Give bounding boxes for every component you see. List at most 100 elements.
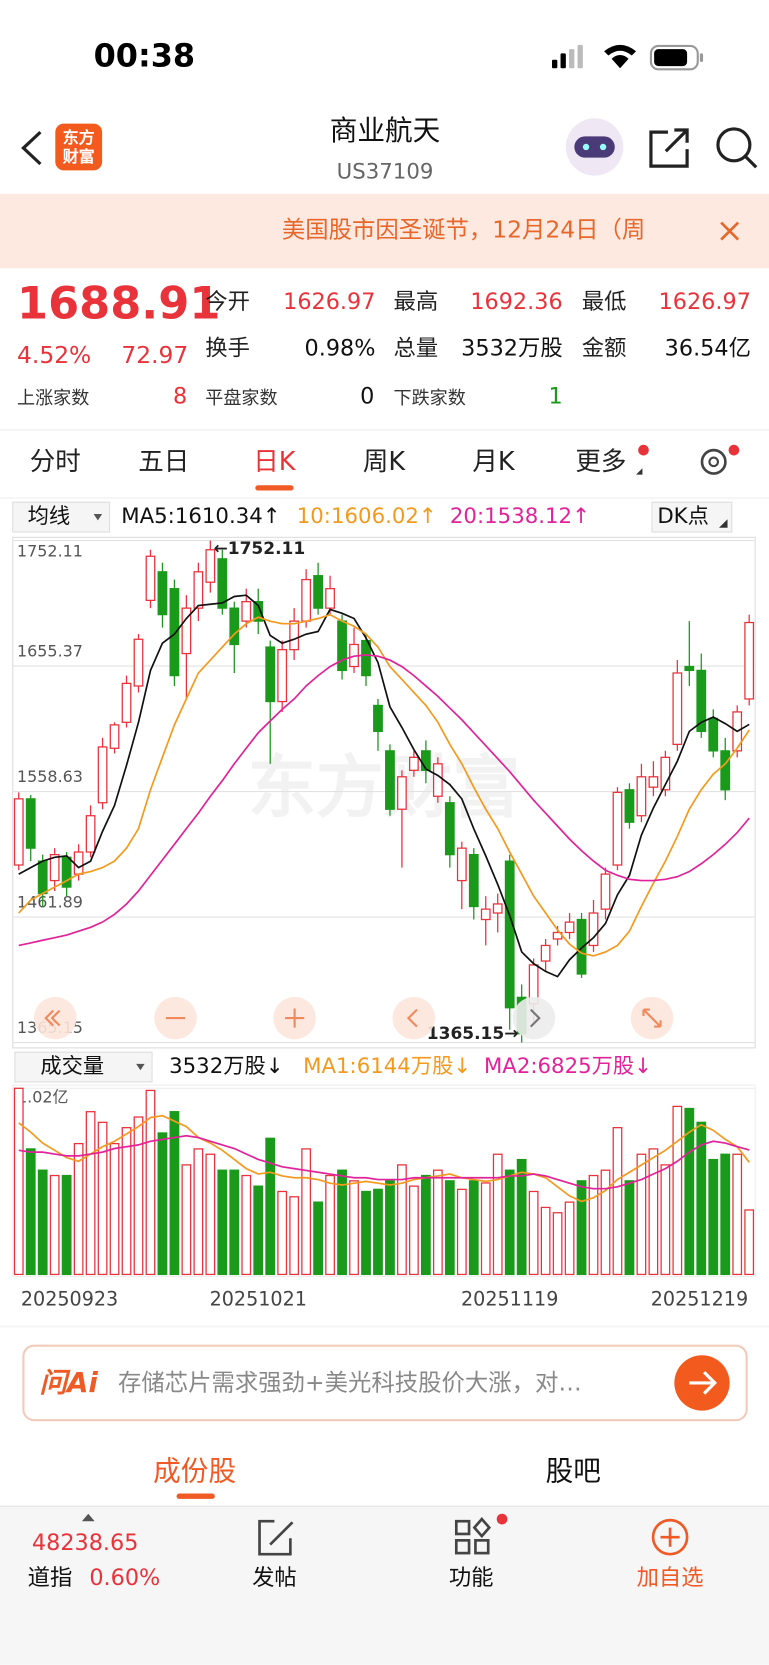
field-value: 1692.36: [470, 289, 562, 315]
legend-entry: MA2:6825万股↓: [484, 1054, 652, 1079]
candle-body: [157, 571, 168, 616]
ai-bar[interactable]: [22, 1344, 748, 1422]
volume-bar: [552, 1212, 563, 1276]
candle-body: [480, 908, 491, 921]
bottom-item[interactable]: 功能: [449, 1565, 494, 1591]
candle-body: [169, 588, 180, 677]
sub-tab[interactable]: 股吧: [546, 1454, 601, 1487]
candle-body: [37, 860, 48, 895]
settings-icon[interactable]: [700, 448, 727, 475]
assistant-avatar[interactable]: [565, 118, 624, 176]
period-tab[interactable]: 月K: [472, 447, 516, 477]
vol-selector[interactable]: [14, 1051, 153, 1083]
field-value: 0.98%: [305, 336, 376, 362]
chart-control-icon: [529, 1008, 541, 1028]
volume-bar: [624, 1180, 635, 1276]
candle-body: [660, 756, 671, 791]
volume-bar: [468, 1180, 479, 1276]
dk-corner: [719, 519, 728, 528]
legend-entry: 10:1606.02↑: [297, 504, 437, 529]
bottom-item[interactable]: 加自选: [637, 1565, 704, 1591]
volume-bar: [636, 1153, 647, 1276]
ma-selector[interactable]: [12, 501, 111, 533]
candle-body: [49, 854, 60, 882]
volume-bar: [25, 1148, 36, 1276]
search-button[interactable]: [716, 127, 758, 169]
candle-body: [265, 646, 276, 703]
candle-body: [337, 620, 347, 672]
volume-bar: [420, 1174, 431, 1276]
period-tab[interactable]: 五日: [138, 447, 189, 477]
period-tab[interactable]: 分时: [30, 447, 81, 477]
tab-underline: [255, 485, 294, 491]
candle-body: [145, 555, 156, 601]
field-label: 总量: [394, 336, 439, 362]
bottom-item[interactable]: 发帖: [252, 1565, 297, 1591]
chart-control[interactable]: [34, 996, 77, 1040]
volume-bar: [61, 1174, 72, 1276]
ma-line: [18, 654, 750, 947]
candle-body: [277, 649, 288, 703]
candle-body: [588, 912, 599, 947]
volume-bar: [648, 1148, 659, 1276]
candle-body: [193, 571, 204, 609]
volume-bar: [265, 1137, 276, 1276]
candle-body: [253, 601, 264, 622]
y-tick-label: 1752.11: [17, 542, 83, 561]
volume-bar: [540, 1206, 551, 1276]
volume-bar: [193, 1148, 204, 1276]
index-caret: [81, 1513, 95, 1522]
candle-body: [564, 921, 575, 934]
volume-bar: [600, 1169, 611, 1276]
legend-entry: 20:1538.12↑: [450, 504, 590, 529]
candle-body: [492, 903, 503, 914]
chart-control[interactable]: [392, 996, 436, 1040]
dropdown-caret: [136, 1063, 145, 1071]
app-logo[interactable]: [55, 123, 103, 171]
candle-body: [504, 860, 515, 1009]
field-label: 最低: [582, 289, 627, 315]
candle-body: [61, 856, 72, 888]
notice-text[interactable]: 美国股市因圣诞节，12月24日（周: [282, 216, 645, 244]
volume-bar: [73, 1142, 84, 1276]
index-value[interactable]: 48238.65: [32, 1530, 139, 1556]
logo-text: 财富: [63, 147, 95, 166]
post-icon[interactable]: [258, 1519, 294, 1556]
period-tab[interactable]: 日K: [253, 447, 297, 477]
candle-body: [313, 575, 324, 609]
period-tab[interactable]: 更多: [575, 447, 626, 477]
candle-body: [13, 798, 24, 866]
volume-bar: [732, 1153, 743, 1276]
x-tick-label: 20251119: [461, 1287, 558, 1310]
notice-close[interactable]: [720, 221, 740, 241]
period-tab[interactable]: 周K: [363, 447, 407, 477]
volume-bar: [516, 1158, 527, 1276]
chart-control[interactable]: [512, 996, 556, 1040]
field-value: 3532万股: [461, 336, 562, 362]
y-tick-label: 1.02亿: [17, 1087, 68, 1106]
volume-bar: [13, 1087, 24, 1276]
add-icon[interactable]: [651, 1518, 689, 1556]
chart-control-icon: [406, 1008, 418, 1028]
dk-button[interactable]: [651, 501, 733, 533]
low-annotation: 1365.15→: [427, 1024, 519, 1044]
index-name: 道指: [28, 1565, 73, 1591]
volume-bar: [181, 1164, 192, 1276]
candle-body: [720, 750, 731, 791]
candle-body: [409, 756, 419, 771]
ai-send-arrow: [689, 1371, 718, 1395]
volume-bar: [337, 1169, 347, 1276]
share-button[interactable]: [649, 128, 689, 168]
sub-tab[interactable]: 成份股: [153, 1454, 236, 1487]
back-button[interactable]: [21, 130, 42, 166]
candle-body: [25, 798, 36, 849]
candle-body: [672, 672, 683, 746]
volume-bar: [444, 1180, 455, 1276]
volume-bar: [708, 1158, 719, 1276]
volume-bar: [241, 1174, 252, 1276]
candle-body: [373, 704, 383, 733]
more-caret: [636, 468, 643, 475]
function-icon[interactable]: [454, 1517, 492, 1555]
index-pct: 0.60%: [89, 1565, 160, 1591]
volume-bar: [660, 1164, 671, 1276]
